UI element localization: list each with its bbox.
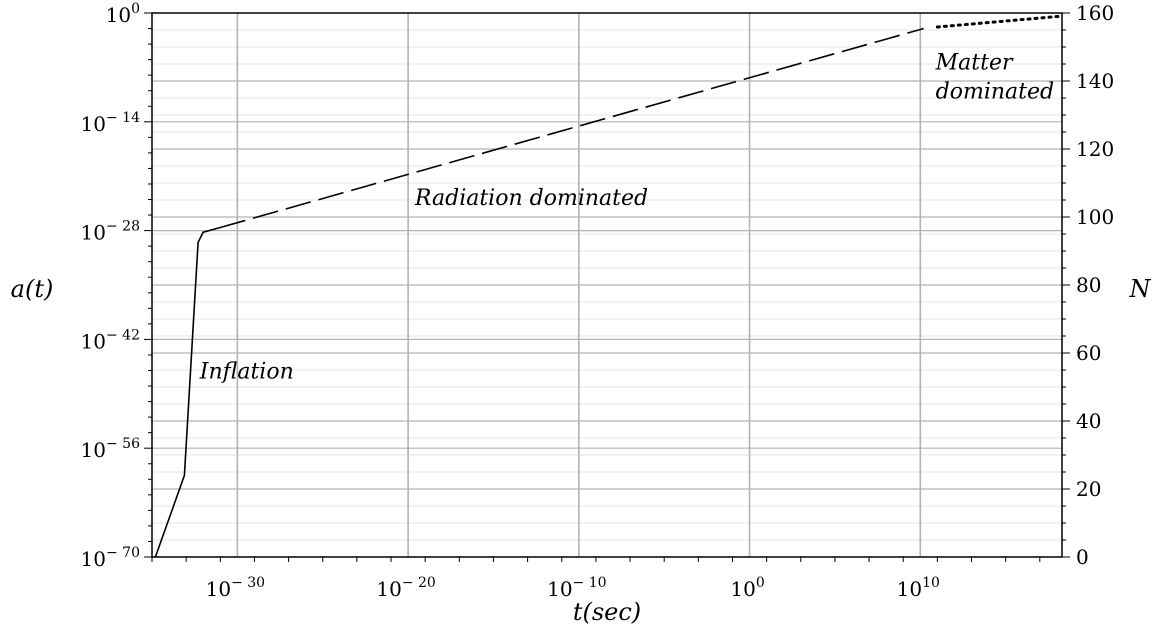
- y-right-tick-label: 160: [1076, 1, 1114, 25]
- annotations: Inflation Radiation dominated Matter domina…: [199, 51, 1054, 385]
- ticks: [144, 12, 1070, 562]
- series-line-solid: [154, 226, 221, 558]
- annotation-label: dominated: [936, 79, 1054, 104]
- x-tick-label: 10− 20: [376, 575, 435, 601]
- x-tick-label: 1010: [897, 575, 940, 601]
- x-axis-label: t(sec): [573, 598, 641, 626]
- annotation-label: Inflation: [199, 359, 294, 384]
- grid: [152, 13, 1062, 557]
- x-tick-label: 10− 10: [547, 575, 606, 601]
- y-right-tick-label: 60: [1076, 341, 1101, 365]
- y-right-tick-label: 100: [1076, 205, 1114, 229]
- y-right-tick-label: 80: [1076, 273, 1101, 297]
- y-left-axis-label: a(t): [11, 275, 54, 303]
- x-tick-label: 10− 30: [206, 575, 265, 601]
- y-left-tick-label: 10− 70: [81, 545, 140, 571]
- annotation-label: Radiation dominated: [414, 186, 648, 211]
- y-right-tick-label: 20: [1076, 477, 1101, 501]
- y-right-tick-label: 0: [1076, 545, 1089, 569]
- y-right-tick-label: 120: [1076, 137, 1114, 161]
- tick-labels: 10− 30 10− 20 10− 10 100 1010 100 10− 14 10− 28…: [81, 1, 1115, 601]
- y-right-tick-label: 40: [1076, 409, 1101, 433]
- y-left-tick-label: 100: [106, 1, 140, 27]
- y-left-tick-label: 10− 28: [81, 219, 140, 245]
- y-left-tick-label: 10− 14: [81, 110, 141, 136]
- y-left-tick-label: 10− 42: [81, 327, 140, 353]
- annotation-label: Matter: [935, 51, 1014, 76]
- x-tick-label: 100: [730, 575, 764, 601]
- y-left-tick-label: 10− 56: [81, 436, 141, 462]
- series-line-dotted: [935, 14, 1064, 29]
- y-right-tick-label: 140: [1076, 69, 1114, 93]
- series: [154, 14, 1064, 558]
- y-right-axis-label: N: [1129, 275, 1152, 303]
- series-line-dashed: [220, 27, 924, 229]
